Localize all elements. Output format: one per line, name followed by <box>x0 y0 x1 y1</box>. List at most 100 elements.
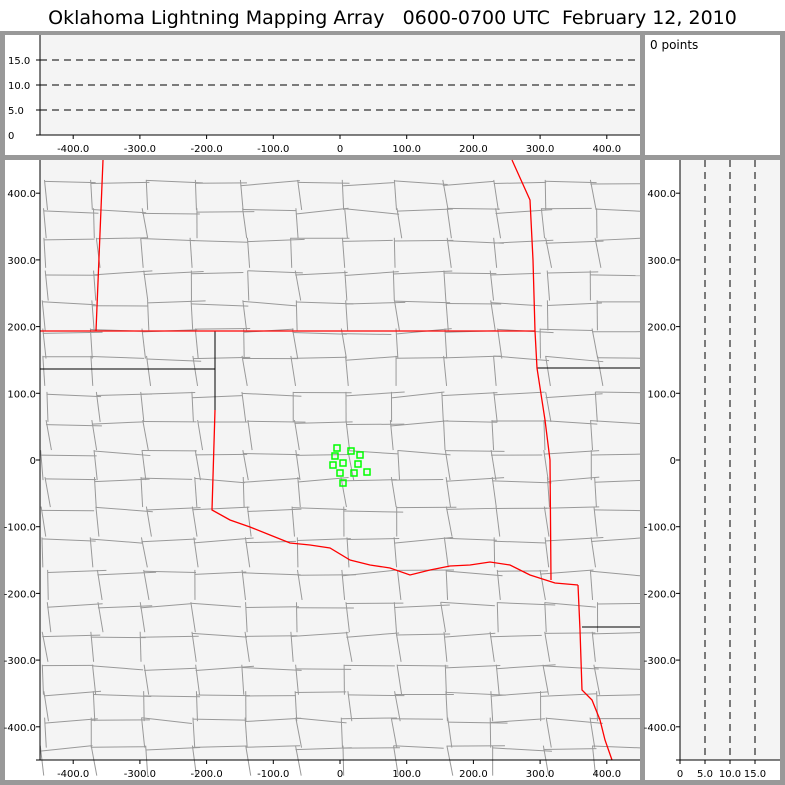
county-boundary <box>542 665 599 670</box>
county-boundary <box>545 240 604 244</box>
y-tick-label: 0 <box>670 456 676 467</box>
county-boundary <box>445 300 449 331</box>
county-boundary <box>291 328 299 359</box>
county-boundary <box>41 631 49 662</box>
county-boundary <box>91 419 98 451</box>
county-boundary <box>491 476 497 508</box>
county-boundary <box>592 632 641 635</box>
county-boundary <box>393 537 398 568</box>
county-boundary <box>291 506 295 537</box>
county-boundary <box>195 691 198 722</box>
county-boundary <box>447 721 508 724</box>
county-boundary <box>443 270 447 301</box>
county-boundary <box>345 356 398 361</box>
county-boundary <box>191 391 194 422</box>
county-boundary <box>44 478 97 481</box>
county-boundary <box>191 303 249 307</box>
county-boundary <box>544 537 604 542</box>
lightning-source-marker <box>356 451 364 459</box>
county-boundary <box>47 569 107 573</box>
county-boundary <box>43 237 47 268</box>
county-boundary <box>345 419 351 451</box>
county-boundary <box>340 479 397 482</box>
county-boundary <box>346 537 350 568</box>
county-boundary <box>546 300 549 331</box>
county-boundary <box>297 476 301 508</box>
county-boundary <box>391 479 444 481</box>
county-boundary <box>345 300 349 331</box>
county-boundary <box>243 328 245 359</box>
county-boundary <box>92 691 96 722</box>
county-boundary <box>290 237 293 268</box>
county-boundary <box>393 179 397 210</box>
county-boundary <box>543 450 549 481</box>
county-boundary <box>589 717 596 748</box>
y-tick-label: 10.0 <box>8 81 30 92</box>
lightning-source-marker <box>354 460 362 468</box>
county-boundary <box>245 745 252 776</box>
county-boundary <box>90 538 143 544</box>
county-boundary <box>42 634 101 638</box>
county-boundary <box>190 602 196 633</box>
county-boundary <box>297 181 350 184</box>
county-boundary <box>141 450 147 481</box>
county-boundary <box>494 540 547 544</box>
county-boundary <box>245 602 248 633</box>
county-boundary <box>491 420 495 451</box>
county-boundary <box>591 328 599 359</box>
county-boundary <box>490 272 541 276</box>
county-boundary <box>195 665 254 672</box>
y-tick-label: -100.0 <box>644 523 676 534</box>
county-boundary <box>43 690 102 697</box>
county-boundary <box>543 420 546 451</box>
county-boundary <box>545 391 552 422</box>
county-boundary <box>596 355 604 386</box>
county-boundary <box>393 270 453 275</box>
county-boundary <box>342 745 345 776</box>
county-boundary <box>395 631 402 662</box>
county-boundary <box>297 179 303 210</box>
county-boundary <box>595 391 641 394</box>
county-boundary <box>196 211 255 213</box>
county-boundary <box>94 478 150 483</box>
county-boundary <box>191 395 242 399</box>
y-tick-label: -400.0 <box>4 723 36 734</box>
county-boundary <box>546 477 550 508</box>
county-boundary <box>244 631 250 662</box>
county-boundary <box>392 270 395 301</box>
county-boundary <box>547 476 600 483</box>
county-boundary <box>297 538 351 541</box>
county-boundary <box>442 180 494 186</box>
county-boundary <box>140 537 148 568</box>
county-boundary <box>545 237 553 268</box>
x-tick-label: 0 <box>337 769 343 780</box>
county-boundary <box>145 745 149 776</box>
county-boundary <box>139 602 146 633</box>
county-boundary <box>394 536 454 544</box>
county-boundary <box>140 603 191 609</box>
y-tick-label: 300.0 <box>647 256 676 267</box>
county-boundary <box>489 631 495 662</box>
y-tick-label: 0 <box>8 131 14 142</box>
lightning-source-marker <box>363 468 371 476</box>
county-boundary <box>443 420 498 423</box>
county-boundary <box>245 606 300 608</box>
county-boundary <box>294 691 298 722</box>
county-boundary <box>189 237 193 268</box>
county-boundary <box>441 392 498 397</box>
county-boundary <box>143 569 150 601</box>
county-boundary <box>597 357 641 359</box>
county-boundary <box>492 747 552 752</box>
county-boundary <box>441 391 444 422</box>
county-boundary <box>192 718 246 721</box>
county-boundary <box>447 207 500 210</box>
county-boundary <box>542 745 550 776</box>
oklahoma-border <box>511 159 552 581</box>
county-boundary <box>43 691 49 722</box>
x-tick-label: -400.0 <box>57 769 89 780</box>
county-boundary <box>590 420 594 451</box>
county-boundary <box>190 602 242 608</box>
county-boundary <box>543 506 550 537</box>
county-boundary <box>493 391 545 396</box>
